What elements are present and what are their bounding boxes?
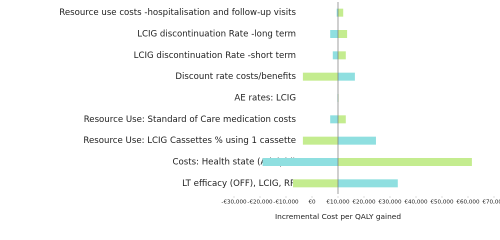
category-label: Discount rate costs/benefits (175, 72, 296, 82)
x-tick-label: €20,000 (352, 200, 376, 206)
bar (338, 72, 355, 81)
chart: Incremental Cost per QALY gained Resourc… (59, 2, 500, 221)
bar (338, 30, 348, 38)
bar (338, 136, 376, 145)
x-tick-label: -€20,000 (247, 200, 273, 206)
category-label: LT efficacy (OFF), LCIG, RR (182, 179, 296, 189)
bar (330, 115, 338, 124)
x-tick-label: €0 (308, 200, 316, 206)
bar (338, 179, 398, 188)
category-label: AE rates: LCIG (234, 94, 296, 104)
bar (336, 8, 338, 17)
x-tick-label: €50,000 (430, 200, 454, 206)
x-tick-label: -€10,000 (273, 200, 299, 206)
x-tick-label: €40,000 (404, 200, 428, 206)
bar (293, 179, 338, 188)
bar (338, 51, 346, 60)
bar (302, 136, 338, 145)
bar (330, 30, 338, 38)
bar (262, 158, 338, 166)
category-label: Resource Use: LCIG Cassettes % using 1 c… (83, 136, 296, 146)
x-axis-title: Incremental Cost per QALY gained (275, 212, 401, 221)
x-tick-label: €10,000 (326, 200, 350, 206)
bar (338, 158, 472, 166)
category-label: Costs: Health state (Adelphi) (172, 158, 296, 168)
bar (338, 8, 344, 17)
category-label: Resource use costs -hospitalisation and … (59, 8, 296, 18)
x-tick-label: -€30,000 (221, 200, 247, 206)
category-label: Resource Use: Standard of Care medicatio… (84, 115, 297, 125)
category-label: LCIG discontinuation Rate -short term (134, 51, 296, 61)
x-tick-label: €70,000 (482, 200, 500, 206)
x-tick-label: €30,000 (378, 200, 402, 206)
category-label: LCIG discontinuation Rate -long term (137, 30, 296, 40)
bar (332, 51, 338, 60)
bar (302, 72, 338, 81)
bar (338, 115, 346, 124)
x-tick-label: €60,000 (456, 200, 480, 206)
